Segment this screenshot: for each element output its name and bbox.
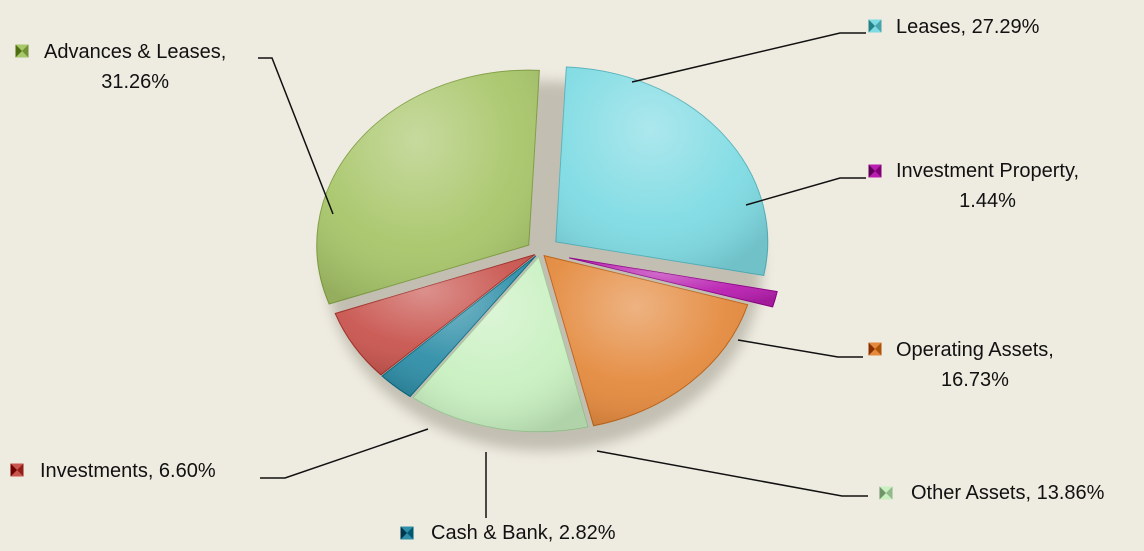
data-label-advances-leases: Advances & Leases, 31.26% [44,41,226,93]
data-label-operating-assets: Operating Assets, 16.73% [896,339,1054,391]
label-marker-icon [10,463,24,477]
pie-slice-highlight [335,254,535,375]
label-marker-icon [879,486,893,500]
leader-line [258,57,334,215]
data-label-leases: Leases, 27.29% [896,16,1040,38]
pie-slice-investments[interactable] [334,254,536,376]
data-label-investments: Investments, 6.60% [40,460,216,482]
pie-slice-highlight [316,70,540,305]
leader-line [596,450,868,497]
data-label-investment-property: Investment Property, 1.44% [896,160,1079,212]
leader-line [260,428,429,479]
leader-line [737,339,863,358]
pie-slice-investment-property[interactable] [569,257,778,308]
pie-slice-highlight [544,255,748,426]
data-label-cash-bank: Cash & Bank, 2.82% [431,522,616,544]
pie-slice-leases[interactable] [555,66,769,277]
pie-slice-highlight [569,257,778,307]
label-marker-icon [15,44,29,58]
pie-slice-highlight [382,255,537,397]
label-marker-icon [400,526,414,540]
pie-slice-operating-assets[interactable] [543,254,749,427]
pie-slice-highlight [555,67,768,276]
pie-slice-advances-leases[interactable] [316,69,540,305]
label-marker-icon [868,342,882,356]
label-marker-icon [868,164,882,178]
pie-slice-cash-bank[interactable] [381,255,537,398]
pie-slice-other-assets[interactable] [412,255,589,433]
label-marker-icon [868,19,882,33]
leader-line [745,177,866,206]
pie-slice-highlight [412,256,589,432]
leader-line [631,32,866,83]
data-label-other-assets: Other Assets, 13.86% [911,482,1105,504]
